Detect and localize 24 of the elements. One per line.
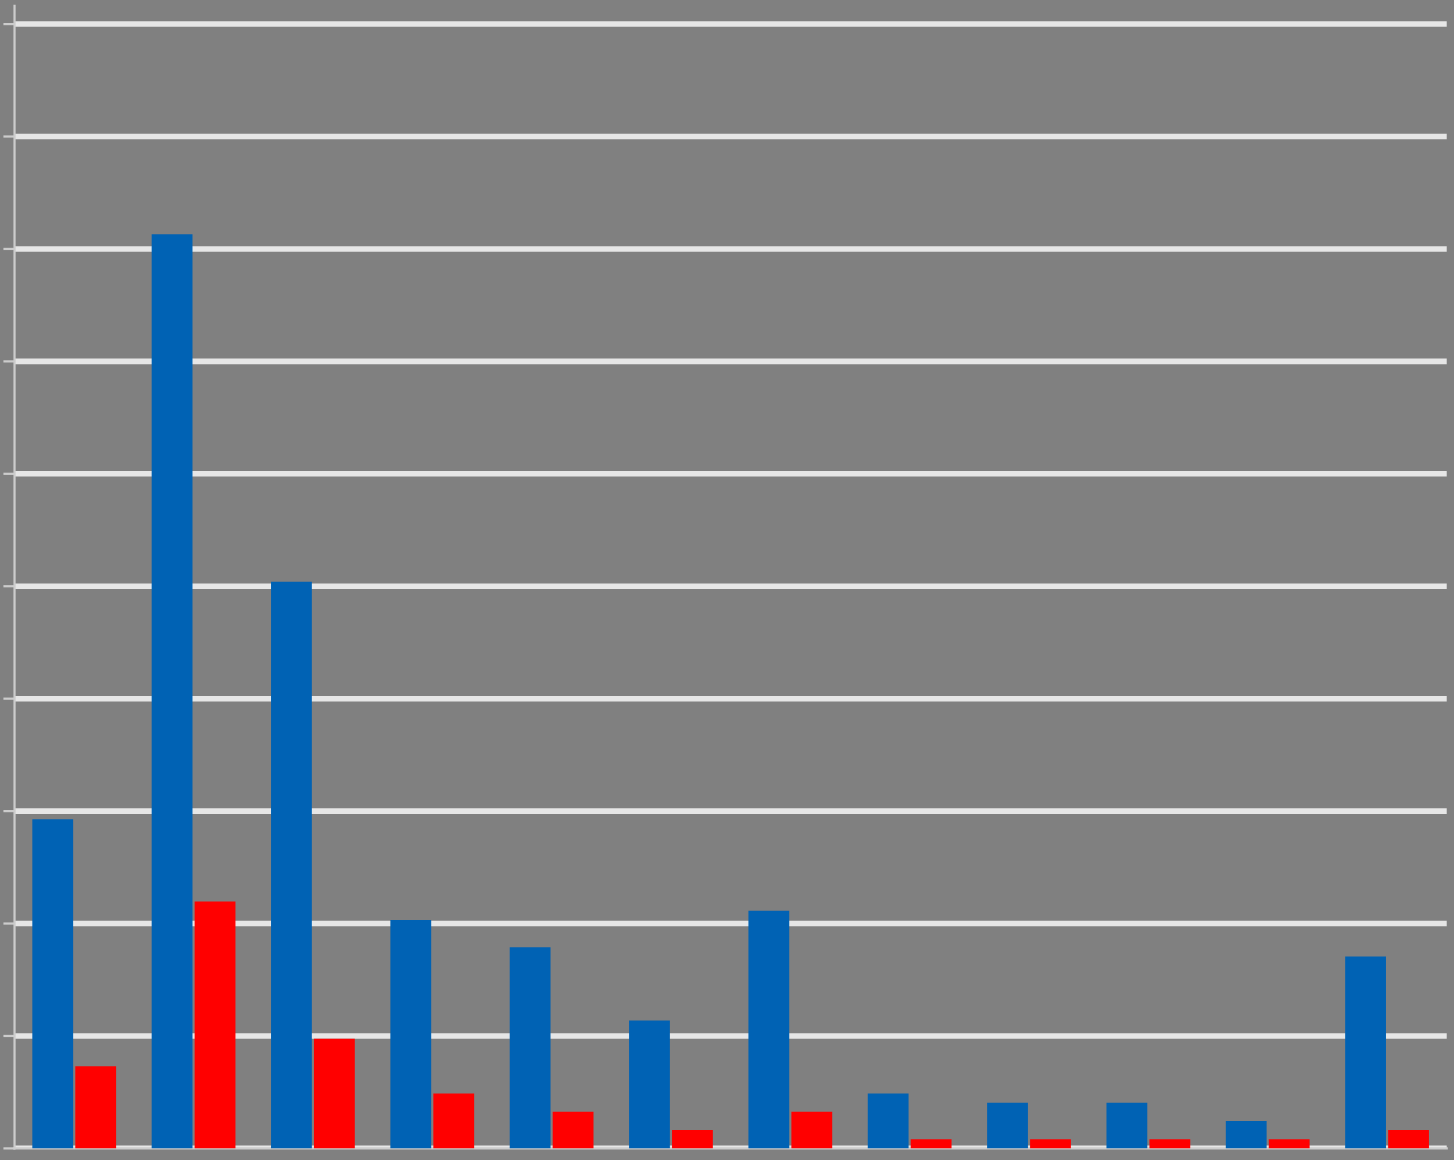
bar	[1030, 1139, 1071, 1149]
bar	[433, 1093, 475, 1149]
bar	[313, 1038, 355, 1149]
bar	[552, 1111, 594, 1149]
bar	[748, 910, 790, 1149]
bar	[1149, 1139, 1191, 1149]
bar	[1345, 956, 1386, 1149]
bar	[1388, 1130, 1429, 1149]
bar	[271, 581, 312, 1149]
bar	[1225, 1120, 1267, 1149]
bar	[672, 1130, 713, 1149]
bar	[791, 1111, 833, 1149]
bar	[910, 1139, 952, 1149]
bar	[194, 901, 236, 1149]
bar	[1106, 1102, 1148, 1149]
bar	[987, 1102, 1028, 1149]
bar	[867, 1093, 909, 1149]
bar	[1268, 1139, 1310, 1149]
bar	[509, 947, 551, 1149]
bar	[75, 1066, 117, 1149]
bar	[32, 819, 74, 1149]
bar	[390, 919, 432, 1149]
bar	[151, 234, 193, 1149]
bar	[629, 1020, 670, 1149]
